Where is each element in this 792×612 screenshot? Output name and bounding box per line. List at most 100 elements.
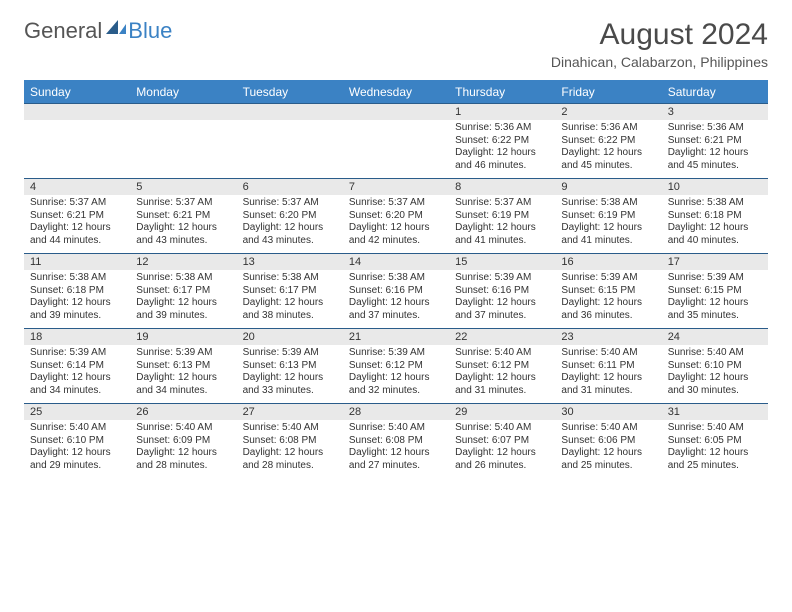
calendar-day-cell: 26Sunrise: 5:40 AMSunset: 6:09 PMDayligh… xyxy=(130,404,236,479)
day-details xyxy=(343,120,449,176)
calendar-day-cell: 9Sunrise: 5:38 AMSunset: 6:19 PMDaylight… xyxy=(555,179,661,254)
calendar-day-cell: 15Sunrise: 5:39 AMSunset: 6:16 PMDayligh… xyxy=(449,254,555,329)
day-number: 31 xyxy=(662,404,768,420)
day-details: Sunrise: 5:40 AMSunset: 6:10 PMDaylight:… xyxy=(24,420,130,478)
page-header: General Blue August 2024 Dinahican, Cala… xyxy=(24,18,768,70)
day-details: Sunrise: 5:37 AMSunset: 6:19 PMDaylight:… xyxy=(449,195,555,253)
day-details: Sunrise: 5:39 AMSunset: 6:15 PMDaylight:… xyxy=(662,270,768,328)
logo-sail-icon xyxy=(106,20,126,34)
day-details: Sunrise: 5:40 AMSunset: 6:06 PMDaylight:… xyxy=(555,420,661,478)
logo-text-blue: Blue xyxy=(128,18,172,44)
day-number: 14 xyxy=(343,254,449,270)
calendar-day-cell: 28Sunrise: 5:40 AMSunset: 6:08 PMDayligh… xyxy=(343,404,449,479)
day-number: 30 xyxy=(555,404,661,420)
day-number: 19 xyxy=(130,329,236,345)
calendar-day-cell xyxy=(343,104,449,179)
day-details xyxy=(24,120,130,176)
day-number: 7 xyxy=(343,179,449,195)
weekday-header: Thursday xyxy=(449,81,555,104)
calendar-day-cell: 22Sunrise: 5:40 AMSunset: 6:12 PMDayligh… xyxy=(449,329,555,404)
calendar-day-cell xyxy=(24,104,130,179)
day-details: Sunrise: 5:40 AMSunset: 6:08 PMDaylight:… xyxy=(237,420,343,478)
day-number: 2 xyxy=(555,104,661,120)
day-details: Sunrise: 5:39 AMSunset: 6:15 PMDaylight:… xyxy=(555,270,661,328)
day-details: Sunrise: 5:39 AMSunset: 6:16 PMDaylight:… xyxy=(449,270,555,328)
day-details: Sunrise: 5:36 AMSunset: 6:21 PMDaylight:… xyxy=(662,120,768,178)
day-number: 16 xyxy=(555,254,661,270)
calendar-day-cell xyxy=(237,104,343,179)
weekday-header: Monday xyxy=(130,81,236,104)
day-number xyxy=(130,104,236,120)
day-details: Sunrise: 5:36 AMSunset: 6:22 PMDaylight:… xyxy=(449,120,555,178)
calendar-week-row: 1Sunrise: 5:36 AMSunset: 6:22 PMDaylight… xyxy=(24,104,768,179)
calendar-day-cell: 7Sunrise: 5:37 AMSunset: 6:20 PMDaylight… xyxy=(343,179,449,254)
calendar-day-cell: 5Sunrise: 5:37 AMSunset: 6:21 PMDaylight… xyxy=(130,179,236,254)
day-details: Sunrise: 5:38 AMSunset: 6:18 PMDaylight:… xyxy=(662,195,768,253)
day-number: 23 xyxy=(555,329,661,345)
calendar-week-row: 18Sunrise: 5:39 AMSunset: 6:14 PMDayligh… xyxy=(24,329,768,404)
day-number: 4 xyxy=(24,179,130,195)
calendar-day-cell: 17Sunrise: 5:39 AMSunset: 6:15 PMDayligh… xyxy=(662,254,768,329)
calendar-day-cell: 10Sunrise: 5:38 AMSunset: 6:18 PMDayligh… xyxy=(662,179,768,254)
calendar-day-cell: 30Sunrise: 5:40 AMSunset: 6:06 PMDayligh… xyxy=(555,404,661,479)
day-details: Sunrise: 5:40 AMSunset: 6:07 PMDaylight:… xyxy=(449,420,555,478)
day-details: Sunrise: 5:37 AMSunset: 6:20 PMDaylight:… xyxy=(343,195,449,253)
day-details: Sunrise: 5:40 AMSunset: 6:10 PMDaylight:… xyxy=(662,345,768,403)
day-number: 5 xyxy=(130,179,236,195)
day-number: 3 xyxy=(662,104,768,120)
calendar-day-cell: 8Sunrise: 5:37 AMSunset: 6:19 PMDaylight… xyxy=(449,179,555,254)
day-number: 29 xyxy=(449,404,555,420)
calendar-day-cell: 20Sunrise: 5:39 AMSunset: 6:13 PMDayligh… xyxy=(237,329,343,404)
day-number xyxy=(343,104,449,120)
day-details: Sunrise: 5:39 AMSunset: 6:13 PMDaylight:… xyxy=(130,345,236,403)
day-number: 6 xyxy=(237,179,343,195)
day-number: 17 xyxy=(662,254,768,270)
day-number: 18 xyxy=(24,329,130,345)
day-details: Sunrise: 5:36 AMSunset: 6:22 PMDaylight:… xyxy=(555,120,661,178)
day-number xyxy=(24,104,130,120)
calendar-day-cell: 16Sunrise: 5:39 AMSunset: 6:15 PMDayligh… xyxy=(555,254,661,329)
day-number: 12 xyxy=(130,254,236,270)
day-number: 11 xyxy=(24,254,130,270)
calendar-day-cell: 4Sunrise: 5:37 AMSunset: 6:21 PMDaylight… xyxy=(24,179,130,254)
day-number: 28 xyxy=(343,404,449,420)
day-number: 15 xyxy=(449,254,555,270)
day-details: Sunrise: 5:40 AMSunset: 6:09 PMDaylight:… xyxy=(130,420,236,478)
weekday-header: Wednesday xyxy=(343,81,449,104)
calendar-day-cell: 11Sunrise: 5:38 AMSunset: 6:18 PMDayligh… xyxy=(24,254,130,329)
logo: General Blue xyxy=(24,18,172,44)
day-number: 8 xyxy=(449,179,555,195)
day-details: Sunrise: 5:37 AMSunset: 6:21 PMDaylight:… xyxy=(130,195,236,253)
calendar-week-row: 11Sunrise: 5:38 AMSunset: 6:18 PMDayligh… xyxy=(24,254,768,329)
calendar-day-cell: 14Sunrise: 5:38 AMSunset: 6:16 PMDayligh… xyxy=(343,254,449,329)
day-number: 22 xyxy=(449,329,555,345)
day-details: Sunrise: 5:39 AMSunset: 6:13 PMDaylight:… xyxy=(237,345,343,403)
day-number: 25 xyxy=(24,404,130,420)
calendar-day-cell: 25Sunrise: 5:40 AMSunset: 6:10 PMDayligh… xyxy=(24,404,130,479)
weekday-header: Sunday xyxy=(24,81,130,104)
weekday-header: Friday xyxy=(555,81,661,104)
day-details: Sunrise: 5:38 AMSunset: 6:17 PMDaylight:… xyxy=(237,270,343,328)
calendar-day-cell: 29Sunrise: 5:40 AMSunset: 6:07 PMDayligh… xyxy=(449,404,555,479)
day-number: 9 xyxy=(555,179,661,195)
title-block: August 2024 Dinahican, Calabarzon, Phili… xyxy=(551,18,768,70)
calendar-week-row: 25Sunrise: 5:40 AMSunset: 6:10 PMDayligh… xyxy=(24,404,768,479)
day-details: Sunrise: 5:39 AMSunset: 6:12 PMDaylight:… xyxy=(343,345,449,403)
calendar-body: 1Sunrise: 5:36 AMSunset: 6:22 PMDaylight… xyxy=(24,104,768,479)
day-number: 10 xyxy=(662,179,768,195)
day-number: 13 xyxy=(237,254,343,270)
day-number: 1 xyxy=(449,104,555,120)
calendar-day-cell: 18Sunrise: 5:39 AMSunset: 6:14 PMDayligh… xyxy=(24,329,130,404)
calendar-day-cell: 1Sunrise: 5:36 AMSunset: 6:22 PMDaylight… xyxy=(449,104,555,179)
logo-text-general: General xyxy=(24,18,102,44)
day-number: 21 xyxy=(343,329,449,345)
weekday-header: Saturday xyxy=(662,81,768,104)
day-details: Sunrise: 5:37 AMSunset: 6:20 PMDaylight:… xyxy=(237,195,343,253)
calendar-day-cell: 12Sunrise: 5:38 AMSunset: 6:17 PMDayligh… xyxy=(130,254,236,329)
calendar-day-cell: 23Sunrise: 5:40 AMSunset: 6:11 PMDayligh… xyxy=(555,329,661,404)
weekday-header: Tuesday xyxy=(237,81,343,104)
day-details: Sunrise: 5:38 AMSunset: 6:17 PMDaylight:… xyxy=(130,270,236,328)
day-details: Sunrise: 5:40 AMSunset: 6:08 PMDaylight:… xyxy=(343,420,449,478)
calendar-day-cell: 21Sunrise: 5:39 AMSunset: 6:12 PMDayligh… xyxy=(343,329,449,404)
calendar-day-cell: 6Sunrise: 5:37 AMSunset: 6:20 PMDaylight… xyxy=(237,179,343,254)
